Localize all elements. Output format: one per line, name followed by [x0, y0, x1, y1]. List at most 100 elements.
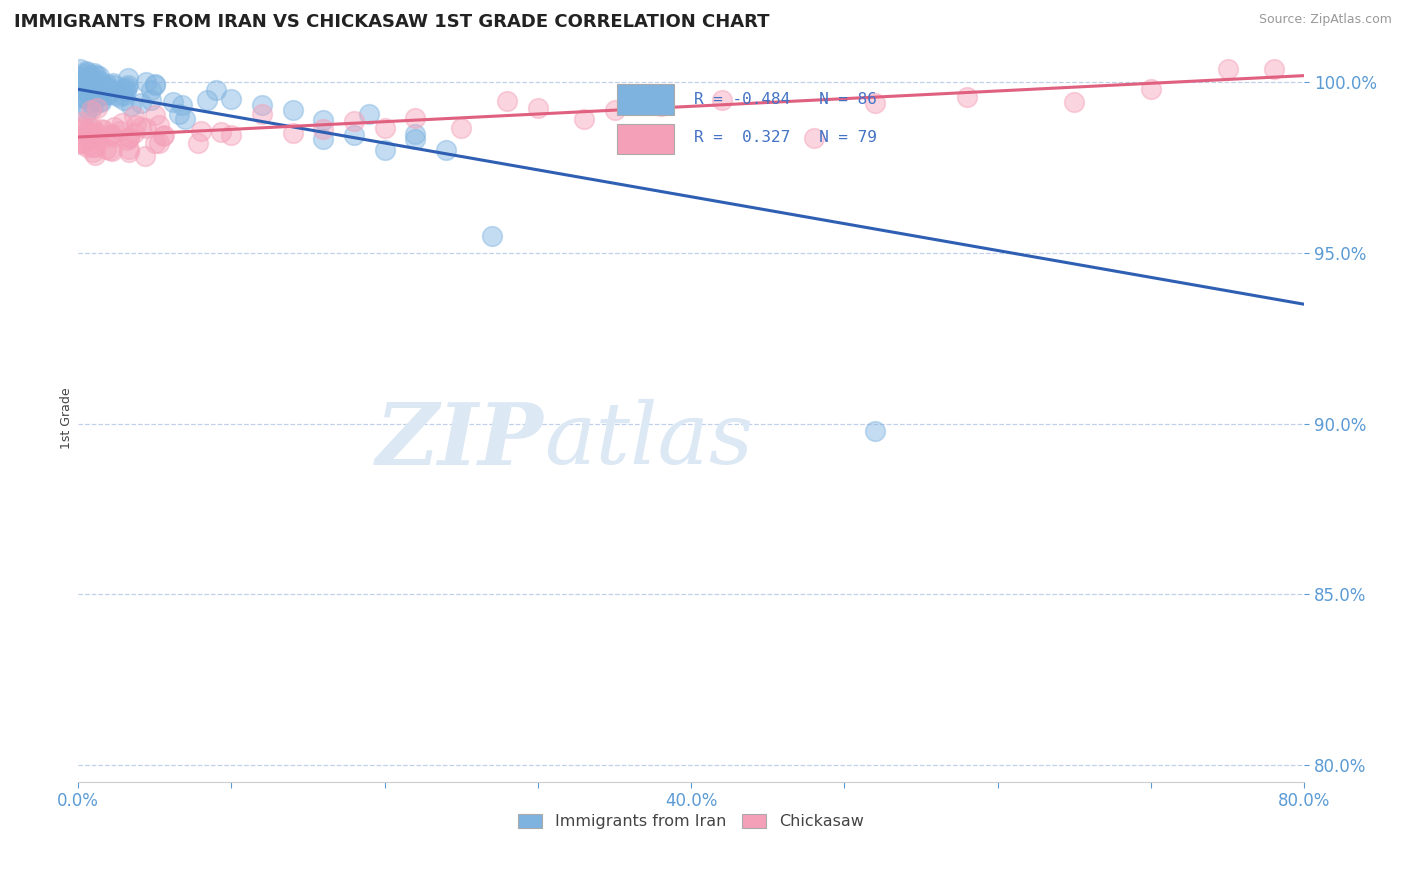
Point [1063, 95, 1085, 109]
Point [69, 135, 91, 149]
Point [100, 128, 122, 142]
Point [89, 94, 111, 108]
Point [120, 98, 142, 112]
Point [97, 87, 120, 102]
Text: atlas: atlas [544, 399, 754, 482]
Point [143, 108, 166, 122]
Point [94, 142, 117, 156]
Point [312, 132, 335, 146]
Point [134, 149, 156, 163]
Point [69, 120, 91, 134]
Point [105, 88, 128, 103]
Point [374, 144, 396, 158]
Point [250, 98, 273, 112]
Point [187, 136, 209, 151]
Point [73, 67, 96, 81]
Point [80, 68, 103, 82]
Point [404, 132, 426, 146]
Point [76, 140, 98, 154]
Point [195, 94, 218, 108]
Y-axis label: 1st Grade: 1st Grade [59, 388, 73, 450]
Point [69, 73, 91, 87]
Point [77, 127, 100, 141]
Point [77, 82, 100, 96]
Point [77, 133, 100, 147]
Point [803, 130, 825, 145]
Point [863, 95, 886, 110]
Point [80, 72, 103, 87]
Point [114, 80, 136, 95]
Point [112, 94, 135, 108]
Point [118, 145, 141, 160]
Point [90, 122, 112, 136]
Point [125, 118, 148, 132]
Point [190, 124, 212, 138]
Point [359, 106, 381, 120]
Point [83, 140, 105, 154]
Point [101, 83, 124, 97]
Point [82, 130, 104, 145]
Point [205, 83, 228, 97]
Point [1140, 82, 1163, 96]
Point [129, 120, 152, 135]
Point [79, 124, 101, 138]
Point [94, 79, 117, 94]
Point [70, 72, 93, 87]
Point [1263, 62, 1285, 76]
Point [75, 107, 97, 121]
Point [76, 65, 98, 79]
Point [374, 120, 396, 135]
Point [69, 74, 91, 88]
Point [956, 89, 979, 103]
Point [148, 136, 170, 150]
Point [434, 143, 457, 157]
Point [863, 424, 886, 438]
Point [98, 143, 121, 157]
Point [343, 114, 366, 128]
Point [1216, 62, 1239, 76]
Point [209, 125, 232, 139]
Point [312, 122, 335, 136]
Point [69, 78, 91, 93]
Point [82, 72, 104, 87]
Point [69, 71, 91, 86]
Point [82, 145, 104, 159]
Point [162, 95, 184, 109]
Text: Source: ZipAtlas.com: Source: ZipAtlas.com [1258, 13, 1392, 27]
Point [343, 128, 366, 142]
Legend: Immigrants from Iran, Chickasaw: Immigrants from Iran, Chickasaw [512, 808, 870, 836]
Point [72, 70, 94, 84]
Point [111, 82, 134, 96]
Point [89, 133, 111, 147]
Point [90, 95, 112, 110]
Point [281, 127, 304, 141]
Point [404, 112, 426, 126]
Point [86, 128, 108, 142]
Point [115, 84, 138, 98]
Point [76, 125, 98, 139]
Point [80, 103, 103, 117]
Point [111, 116, 134, 130]
Point [101, 144, 124, 158]
Point [118, 142, 141, 156]
Point [86, 101, 108, 115]
Point [70, 121, 93, 136]
Point [69, 136, 91, 151]
Point [73, 90, 96, 104]
Point [69, 123, 91, 137]
Point [86, 76, 108, 90]
Point [76, 70, 98, 85]
Point [221, 128, 243, 143]
Point [84, 68, 107, 82]
Point [79, 121, 101, 136]
Point [117, 133, 139, 147]
Point [96, 78, 118, 93]
Point [89, 74, 111, 88]
Point [143, 77, 166, 91]
Point [101, 78, 124, 93]
Point [83, 66, 105, 80]
Point [527, 101, 550, 115]
Point [82, 120, 104, 135]
Point [107, 90, 129, 104]
Point [108, 124, 131, 138]
